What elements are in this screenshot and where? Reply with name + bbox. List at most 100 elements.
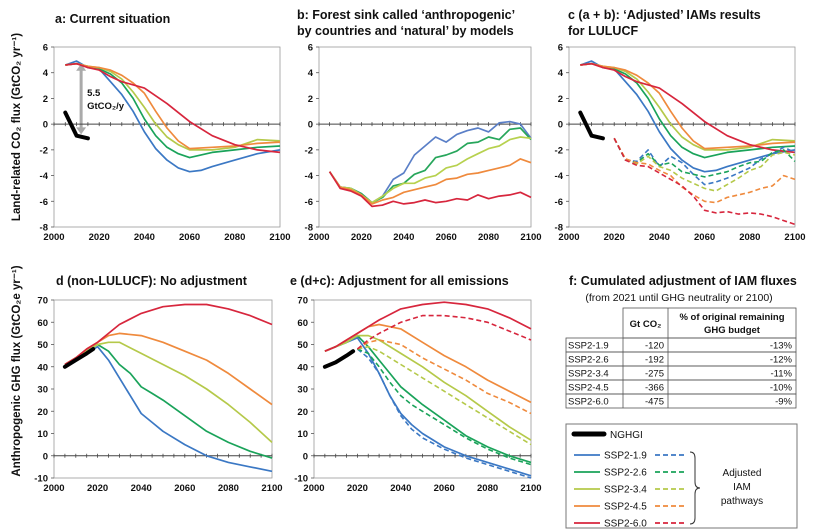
series-ssp2-6-0: [64, 303, 273, 366]
y-tick-label: 30: [37, 385, 48, 396]
table-cell-percent: -12%: [770, 355, 793, 366]
series-ssp2-2-6: [324, 334, 532, 464]
series-adjusted-ssp2-1-9: [356, 348, 532, 479]
series-ssp2-6-0: [580, 62, 796, 154]
x-tick-label: 2060: [694, 232, 715, 243]
x-tick-label: 2080: [477, 483, 498, 494]
x-tick-label: 2100: [520, 483, 541, 494]
y-tick-label: 0: [43, 451, 48, 462]
x-tick-label: 2080: [739, 232, 760, 243]
y-tick-label: 4: [43, 68, 49, 79]
plot-frame: [53, 299, 273, 479]
x-tick-label: 2060: [179, 232, 200, 243]
y-tick-label: 2: [308, 94, 313, 105]
x-tick-label: 2020: [604, 232, 625, 243]
panel-a-title: a: Current situation: [55, 12, 170, 26]
x-tick-label: 2100: [261, 483, 282, 494]
series-ssp2-2-6: [328, 127, 532, 204]
panel-c-title-line2: for LULUCF: [568, 24, 638, 38]
y-tick-label: -10: [34, 474, 48, 485]
table-row: [565, 393, 797, 409]
legend: NGHGI SSP2-1.9 SSP2-2.6 SSP2-3.4 SSP2-4.5 SSP…: [565, 423, 798, 530]
x-tick-label: 2040: [390, 483, 411, 494]
y-tick-label: -2: [40, 145, 48, 156]
series-adjusted-ssp2-6-0: [356, 314, 532, 350]
legend-adjusted-label: Adjusted: [723, 468, 762, 479]
annotation-arrow-head-up: [76, 63, 87, 71]
series-adjusted-ssp2-3-4: [613, 137, 796, 192]
table-cell-gtco2: -120: [645, 341, 664, 352]
panel-b-title-line1: b: Forest sink called ‘anthropogenic’: [297, 8, 515, 22]
x-tick-label: 2040: [649, 232, 670, 243]
y-tick-label: -2: [555, 145, 563, 156]
series-adjusted-ssp2-2-6: [613, 137, 796, 178]
table-col-percent-line2: GHG budget: [704, 325, 761, 336]
y-tick-label: 60: [297, 318, 308, 329]
y-axis-label-bottom: Anthropogenic GHG flux (GtCO₂e yr⁻¹): [11, 265, 23, 476]
legend-frame: [565, 423, 798, 529]
legend-label-ssp2-3-4: SSP2-3.4: [604, 485, 647, 496]
series-ssp2-2-6: [64, 343, 273, 459]
y-tick-label: 6: [558, 43, 563, 54]
y-tick-label: 10: [297, 429, 308, 440]
series-ssp2-3-4: [324, 334, 532, 441]
x-tick-label: 2000: [558, 232, 579, 243]
x-tick-label: 2080: [218, 483, 239, 494]
table-col-gtco2: Gt CO₂: [630, 319, 662, 330]
x-tick-label: 2060: [434, 483, 455, 494]
series-adjusted-ssp2-1-9: [613, 137, 796, 186]
table-cell-gtco2: -366: [645, 383, 664, 394]
y-tick-label: -6: [555, 197, 563, 208]
legend-label-ssp2-2-6: SSP2-2.6: [604, 468, 647, 479]
series-ssp2-4-5: [65, 62, 281, 150]
x-tick-label: 2040: [134, 232, 155, 243]
annotation-value: 5.5: [87, 88, 101, 99]
y-axis-label-top: Land-related CO₂ flux (GtCO₂ yr⁻¹): [11, 33, 23, 221]
x-tick-label: 2100: [269, 232, 290, 243]
y-tick-label: -8: [555, 223, 563, 234]
table-cell-percent: -11%: [771, 369, 793, 380]
series-ssp2-6-0: [65, 62, 281, 154]
y-tick-label: 0: [43, 120, 48, 131]
y-tick-label: 30: [297, 385, 308, 396]
series-ssp2-1-9: [64, 345, 273, 473]
table-cell-scenario: SSP2-2.6: [568, 355, 609, 366]
y-tick-label: -6: [305, 197, 313, 208]
legend-label-ssp2-4-5: SSP2-4.5: [604, 502, 647, 513]
series-ssp2-1-9: [324, 336, 532, 477]
x-tick-label: 2000: [43, 232, 64, 243]
y-tick-label: 50: [297, 340, 308, 351]
x-tick-label: 2080: [478, 232, 499, 243]
panel-f-title: f: Cumulated adjustment of IAM fluxes: [569, 274, 797, 288]
series-ssp2-4-5: [580, 62, 796, 150]
y-tick-label: 2: [558, 94, 563, 105]
y-tick-label: 6: [43, 43, 48, 54]
y-tick-label: 10: [37, 429, 48, 440]
legend-label-ssp2-6-0: SSP2-6.0: [604, 519, 647, 530]
panel-c-title-line1: c (a + b): ‘Adjusted’ IAMs results: [568, 8, 761, 22]
panel-f-subtitle: (from 2021 until GHG neutrality or 2100): [585, 292, 772, 304]
series-ssp2-3-4: [580, 62, 796, 151]
y-tick-label: 40: [37, 362, 48, 373]
y-tick-label: -4: [40, 171, 49, 182]
y-tick-label: -8: [40, 223, 48, 234]
series-ssp2-4-5: [328, 158, 532, 205]
series-adjusted-ssp2-4-5: [613, 137, 796, 204]
y-tick-label: 6: [308, 43, 313, 54]
table-cell-percent: -9%: [775, 397, 792, 408]
annotation-arrow-head-down: [76, 127, 87, 135]
y-tick-label: 0: [558, 120, 563, 131]
series-nghgi: [322, 349, 356, 369]
table-cell-percent: -10%: [770, 383, 793, 394]
y-tick-label: -2: [305, 145, 313, 156]
series-adjusted-ssp2-3-4: [357, 345, 532, 446]
series-nghgi: [63, 110, 90, 141]
legend-adjusted-label: pathways: [721, 496, 763, 507]
series-nghgi: [578, 110, 605, 141]
x-tick-label: 2100: [520, 232, 541, 243]
plot-frame: [53, 46, 281, 228]
